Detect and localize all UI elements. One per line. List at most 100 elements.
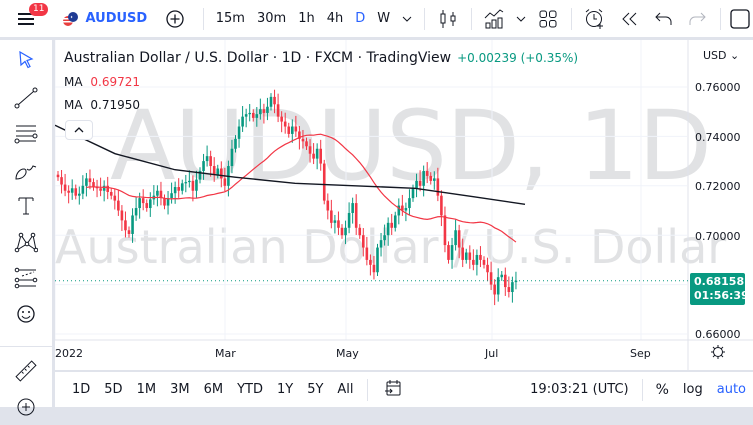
time-tick: Jul: [485, 347, 499, 360]
chart-pane[interactable]: AUDUSD, 1D Australian Dollar / U.S. Doll…: [55, 40, 753, 370]
redo-icon: [689, 12, 707, 25]
indicators-icon: [484, 8, 504, 28]
interval-30m[interactable]: 30m: [256, 11, 287, 26]
chevron-up-icon: [74, 127, 84, 133]
calendar-arrow-icon: [384, 379, 401, 395]
divider: [366, 378, 368, 401]
bar-countdown: 01:56:39: [694, 289, 749, 302]
legend-title: Australian Dollar / U.S. Dollar · 1D · F…: [64, 50, 452, 66]
plus-circle-icon: [166, 9, 184, 28]
interval-1h[interactable]: 1h: [298, 11, 315, 26]
prediction-tool[interactable]: [0, 260, 52, 296]
price-tick: 0.72000: [695, 180, 741, 193]
percent-scale-toggle[interactable]: %: [655, 381, 669, 398]
drawing-toolbar: [0, 40, 52, 416]
ma-fast-legend[interactable]: MA 0.69721: [64, 75, 140, 89]
chevron-down-icon: [516, 16, 526, 22]
legend-change: +0.00239 (+0.35%): [457, 51, 579, 65]
undo-icon: [655, 12, 672, 25]
range-5d[interactable]: 5D: [104, 382, 123, 397]
alert-button[interactable]: [578, 0, 614, 38]
notification-badge: 11: [29, 2, 49, 16]
watermark-name: Australian Dollar / U.S. Dollar: [55, 220, 727, 274]
indicators-button[interactable]: [478, 0, 512, 38]
interval-dropdown[interactable]: [396, 0, 418, 38]
trend-line-tool[interactable]: [0, 80, 52, 116]
range-6m[interactable]: 6M: [203, 382, 224, 397]
range-ytd[interactable]: YTD: [237, 382, 263, 397]
pattern-tool[interactable]: [0, 224, 52, 260]
interval-15m[interactable]: 15m: [215, 11, 245, 26]
time-tick: 2022: [55, 347, 83, 360]
ma-fast-label: MA: [64, 75, 83, 89]
compare-button[interactable]: [153, 0, 197, 38]
current-price: 0.68158: [694, 275, 745, 288]
cursor-tool[interactable]: [0, 40, 52, 80]
undo-button[interactable]: [647, 0, 681, 38]
go-to-date-button[interactable]: [374, 379, 412, 401]
chart-type-button[interactable]: [431, 0, 465, 38]
price-chart[interactable]: [55, 40, 753, 370]
price-tick: 0.70000: [695, 230, 741, 243]
divider: [570, 7, 572, 30]
indicators-dropdown[interactable]: [511, 0, 531, 38]
clock-timezone[interactable]: 19:03:21 (UTC): [530, 382, 629, 397]
range-1m[interactable]: 1M: [136, 382, 157, 397]
layouts-button[interactable]: [531, 0, 565, 38]
time-tick: Sep: [630, 347, 651, 360]
time-tick: May: [336, 347, 359, 360]
range-1y[interactable]: 1Y: [276, 382, 294, 397]
zoom-in-icon: [17, 398, 35, 416]
ma-slow-value: 0.71950: [90, 98, 141, 112]
collapse-legend-button[interactable]: [65, 120, 93, 140]
chart-settings-button[interactable]: [710, 344, 726, 364]
range-1d[interactable]: 1D: [72, 382, 91, 397]
fib-tool[interactable]: [0, 116, 52, 152]
symbol-name: AUDUSD: [85, 11, 148, 26]
replay-button[interactable]: [613, 0, 647, 38]
interval-d[interactable]: D: [355, 11, 366, 26]
range-all[interactable]: All: [337, 382, 354, 397]
text-icon: [18, 197, 34, 215]
pattern-icon: [14, 232, 38, 253]
log-scale-toggle[interactable]: log: [682, 382, 703, 397]
ma-fast-value: 0.69721: [90, 75, 141, 89]
chevron-down-icon: [402, 16, 412, 22]
cursor-arrow-icon: [19, 51, 34, 69]
interval-w[interactable]: W: [377, 11, 391, 26]
range-3m[interactable]: 3M: [170, 382, 190, 397]
divider: [641, 378, 643, 401]
ma-slow-label: MA: [64, 98, 83, 112]
main-menu-button[interactable]: 11: [0, 0, 51, 38]
currency-selector[interactable]: USD ⌄: [695, 49, 753, 62]
symbol-search-button[interactable]: AUDUSD: [51, 0, 153, 38]
redo-button[interactable]: [681, 0, 715, 38]
emoji-tool[interactable]: [0, 296, 52, 332]
auto-scale-toggle[interactable]: auto: [716, 382, 746, 397]
divider: [423, 7, 425, 30]
divider: [470, 7, 472, 30]
brush-tool[interactable]: [0, 152, 52, 188]
zoom-in-tool[interactable]: [0, 389, 52, 425]
price-tick: 0.74000: [695, 131, 741, 144]
chevron-down-icon: ⌄: [730, 49, 740, 62]
measure-tool[interactable]: [0, 353, 52, 389]
watermark-symbol: AUDUSD, 1D: [110, 90, 712, 202]
current-price-label: 0.68158 01:56:39: [690, 273, 749, 305]
candles-icon: [440, 9, 456, 28]
top-toolbar: 11 AUDUSD 15m 30m 1h 4h D W: [0, 0, 753, 38]
forecast-icon: [14, 267, 38, 289]
ma-slow-legend[interactable]: MA 0.71950: [64, 98, 140, 112]
divider: [202, 7, 204, 30]
text-tool[interactable]: [0, 188, 52, 224]
fullscreen-button[interactable]: [727, 0, 753, 38]
smiley-icon: [17, 305, 35, 323]
brush-icon: [15, 165, 37, 180]
gear-icon: [711, 345, 725, 359]
range-5y[interactable]: 5Y: [307, 382, 324, 397]
interval-4h[interactable]: 4h: [326, 11, 344, 26]
horizontal-lines-icon: [14, 125, 38, 144]
divider: [720, 7, 722, 30]
trend-line-icon: [14, 87, 38, 109]
rewind-icon: [622, 12, 637, 25]
